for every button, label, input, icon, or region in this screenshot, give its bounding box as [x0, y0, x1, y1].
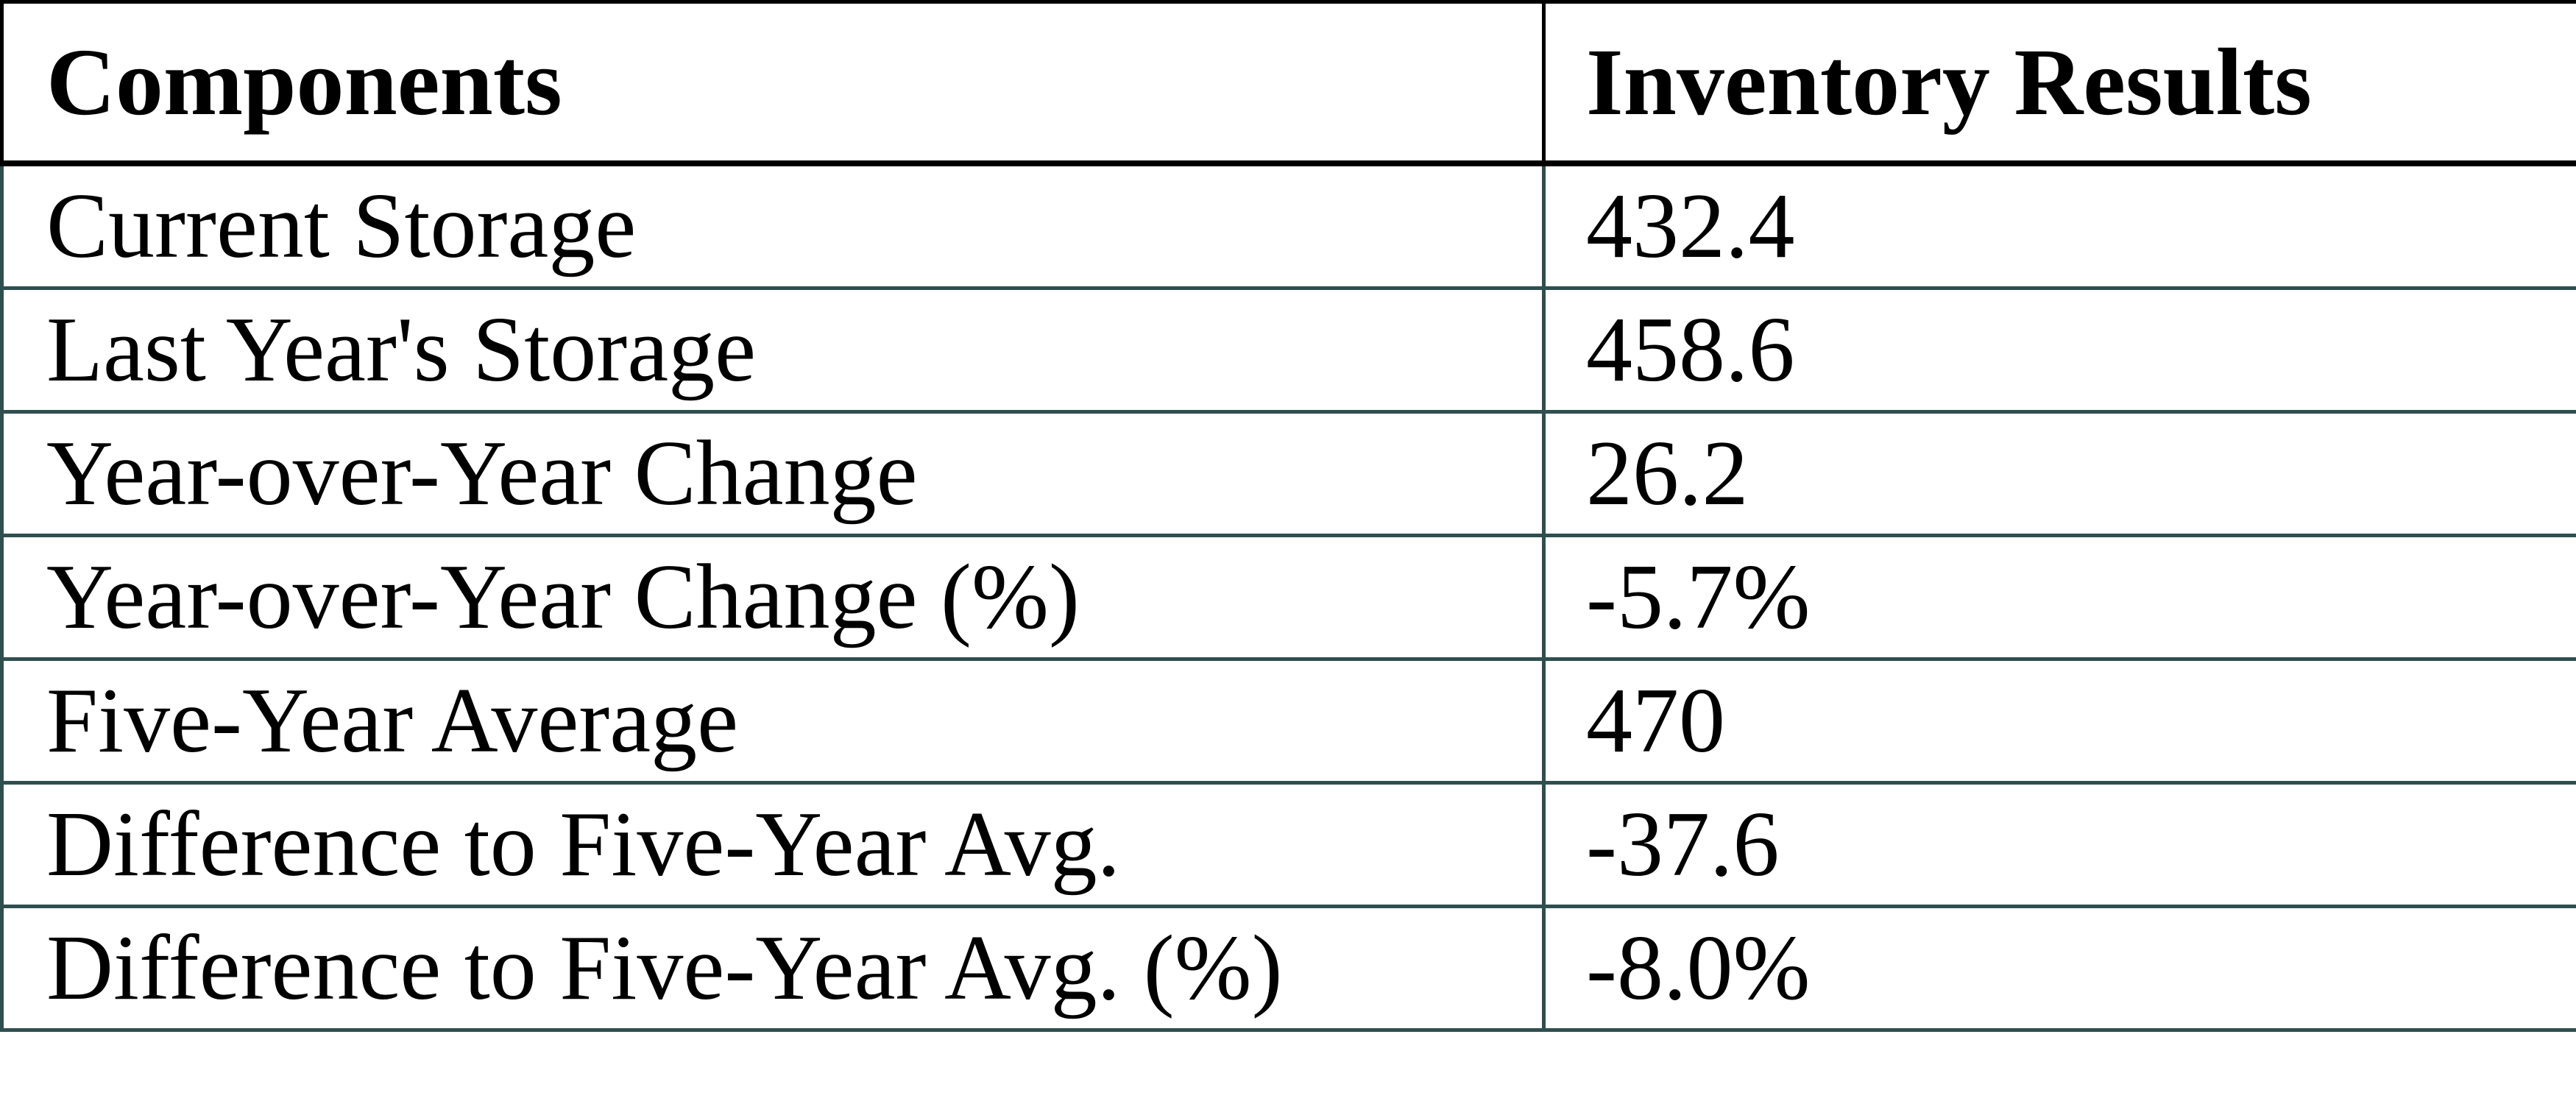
- table-row-diff-five-year-avg-pct: Difference to Five-Year Avg. (%) -8.0%: [0, 905, 2576, 1032]
- inventory-results-table: Components Inventory Results Current Sto…: [0, 0, 2576, 1032]
- row-value: 458.6: [1542, 286, 2576, 414]
- table-row-last-years-storage: Last Year's Storage 458.6: [0, 286, 2576, 414]
- header-row: Components Inventory Results: [0, 0, 2576, 166]
- table-row-yoy-change-pct: Year-over-Year Change (%) -5.7%: [0, 534, 2576, 661]
- table-row-current-storage: Current Storage 432.4: [0, 160, 2576, 290]
- row-label: Last Year's Storage: [0, 286, 1546, 414]
- row-value: 432.4: [1542, 160, 2576, 290]
- row-value: -5.7%: [1542, 534, 2576, 661]
- row-label: Five-Year Average: [0, 657, 1546, 785]
- table-row-diff-five-year-avg: Difference to Five-Year Avg. -37.6: [0, 781, 2576, 908]
- row-label: Difference to Five-Year Avg.: [0, 781, 1546, 908]
- row-label: Difference to Five-Year Avg. (%): [0, 905, 1546, 1032]
- table-row-five-year-average: Five-Year Average 470: [0, 657, 2576, 785]
- row-label: Year-over-Year Change (%): [0, 534, 1546, 661]
- row-value: -8.0%: [1542, 905, 2576, 1032]
- row-value: 26.2: [1542, 410, 2576, 537]
- row-label: Year-over-Year Change: [0, 410, 1546, 537]
- column-header-components: Components: [0, 0, 1546, 166]
- column-header-inventory-results: Inventory Results: [1542, 0, 2576, 166]
- row-value: -37.6: [1542, 781, 2576, 908]
- table-row-yoy-change: Year-over-Year Change 26.2: [0, 410, 2576, 537]
- row-label: Current Storage: [0, 160, 1546, 290]
- row-value: 470: [1542, 657, 2576, 785]
